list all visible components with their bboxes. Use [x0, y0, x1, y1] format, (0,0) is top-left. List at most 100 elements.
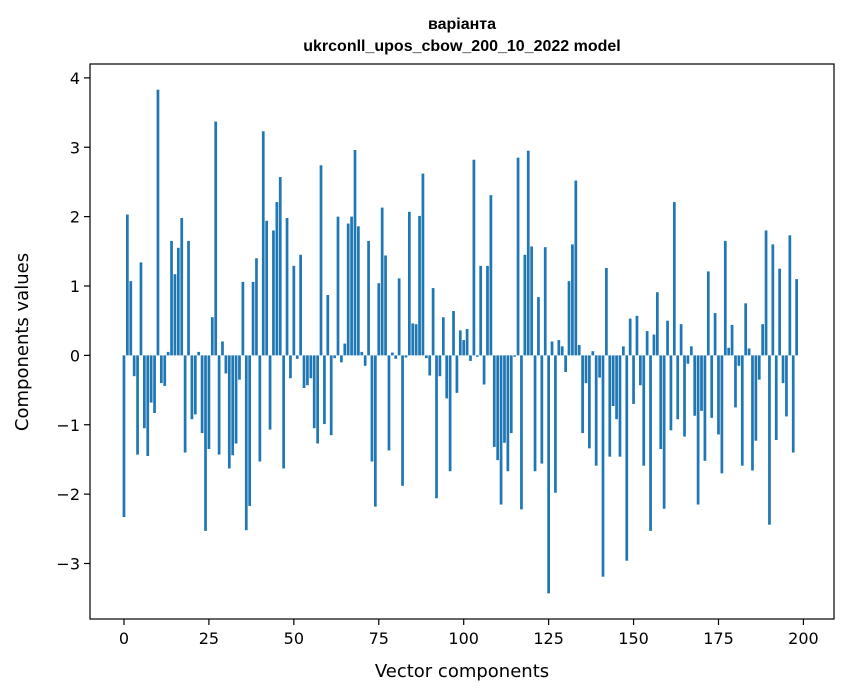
bar-61 [329, 355, 333, 436]
bar-91 [431, 288, 435, 356]
bar-106 [482, 355, 486, 385]
bar-143 [608, 355, 612, 457]
bar-120 [530, 246, 533, 356]
y-axis-label: Components values [12, 253, 33, 431]
bar-101 [465, 329, 469, 356]
bar-154 [645, 331, 649, 356]
bar-144 [611, 355, 615, 407]
bar-184 [747, 348, 751, 356]
bar-35 [241, 281, 245, 356]
bar-90 [428, 355, 432, 376]
bar-166 [686, 355, 690, 364]
bar-157 [655, 292, 659, 356]
bar-62 [333, 355, 336, 359]
x-tick-label: 125 [533, 629, 564, 648]
bar-100 [462, 340, 466, 356]
bar-86 [414, 324, 418, 356]
bar-194 [781, 355, 785, 384]
bar-72 [367, 240, 370, 356]
bar-189 [764, 230, 768, 356]
bar-84 [407, 211, 411, 356]
bar-52 [299, 254, 302, 356]
bar-24 [204, 355, 207, 531]
bar-16 [176, 247, 180, 356]
bar-94 [441, 317, 445, 356]
x-tick-label: 25 [199, 629, 219, 648]
bar-17 [180, 218, 184, 356]
bar-186 [754, 355, 758, 441]
bar-76 [380, 207, 384, 356]
bar-40 [258, 355, 262, 462]
bar-12 [163, 355, 167, 386]
bar-161 [669, 355, 673, 431]
y-tick-label: 4 [70, 69, 80, 88]
bar-140 [598, 355, 601, 378]
bar-34 [238, 355, 241, 380]
bar-117 [520, 355, 523, 510]
bar-60 [326, 295, 330, 356]
bar-159 [662, 355, 666, 509]
bar-66 [346, 223, 350, 356]
x-tick-label: 150 [618, 629, 649, 648]
bar-162 [672, 202, 676, 356]
bar-80 [394, 355, 398, 359]
bar-54 [306, 355, 309, 386]
bar-79 [391, 352, 394, 356]
bar-41 [261, 131, 265, 356]
bar-92 [435, 355, 438, 499]
bar-185 [751, 355, 754, 471]
bar-8 [149, 355, 153, 403]
bar-20 [190, 355, 194, 420]
bar-38 [251, 281, 255, 356]
bar-139 [594, 355, 598, 466]
bar-198 [795, 279, 798, 356]
bar-33 [234, 355, 238, 444]
bar-5 [139, 262, 143, 356]
y-tick-label: −3 [56, 555, 80, 574]
bar-181 [737, 355, 741, 366]
bar-96 [448, 355, 452, 472]
x-tick-label: 50 [284, 629, 304, 648]
bar-6 [143, 355, 146, 429]
bar-78 [387, 355, 391, 451]
bar-151 [635, 315, 639, 356]
bar-134 [577, 344, 581, 356]
bar-57 [316, 355, 319, 444]
bar-165 [683, 355, 686, 437]
bar-73 [370, 355, 374, 462]
bar-104 [475, 355, 479, 357]
bar-192 [774, 355, 778, 441]
bar-59 [323, 355, 326, 425]
x-axis-ticks: 0 25 50 75 100 125 150 175 200 [119, 619, 819, 648]
bar-53 [302, 355, 306, 388]
bar-37 [248, 355, 252, 506]
bar-55 [309, 355, 313, 379]
bar-169 [696, 355, 700, 505]
bar-193 [778, 268, 781, 356]
bar-135 [581, 355, 584, 434]
x-axis-label: Vector components [375, 661, 549, 682]
bar-150 [632, 355, 635, 404]
bar-13 [166, 351, 170, 356]
bar-128 [557, 340, 561, 356]
bar-152 [639, 355, 642, 386]
bar-46 [278, 177, 282, 356]
bar-2 [129, 281, 133, 356]
bar-158 [659, 355, 663, 450]
bar-36 [244, 355, 248, 531]
bar-170 [700, 355, 703, 411]
bar-98 [455, 355, 459, 393]
bar-178 [727, 347, 731, 356]
bar-168 [693, 355, 697, 416]
bar-175 [717, 355, 720, 435]
bar-116 [516, 157, 520, 356]
bar-27 [214, 121, 218, 356]
bar-28 [217, 355, 221, 455]
bar-23 [200, 355, 204, 434]
bar-132 [571, 244, 574, 356]
plot-frame [89, 63, 835, 620]
bar-89 [424, 355, 428, 359]
chart-title-line-2: ukrconll_upos_cbow_200_10_2022 model [303, 38, 620, 55]
bar-173 [710, 355, 714, 418]
